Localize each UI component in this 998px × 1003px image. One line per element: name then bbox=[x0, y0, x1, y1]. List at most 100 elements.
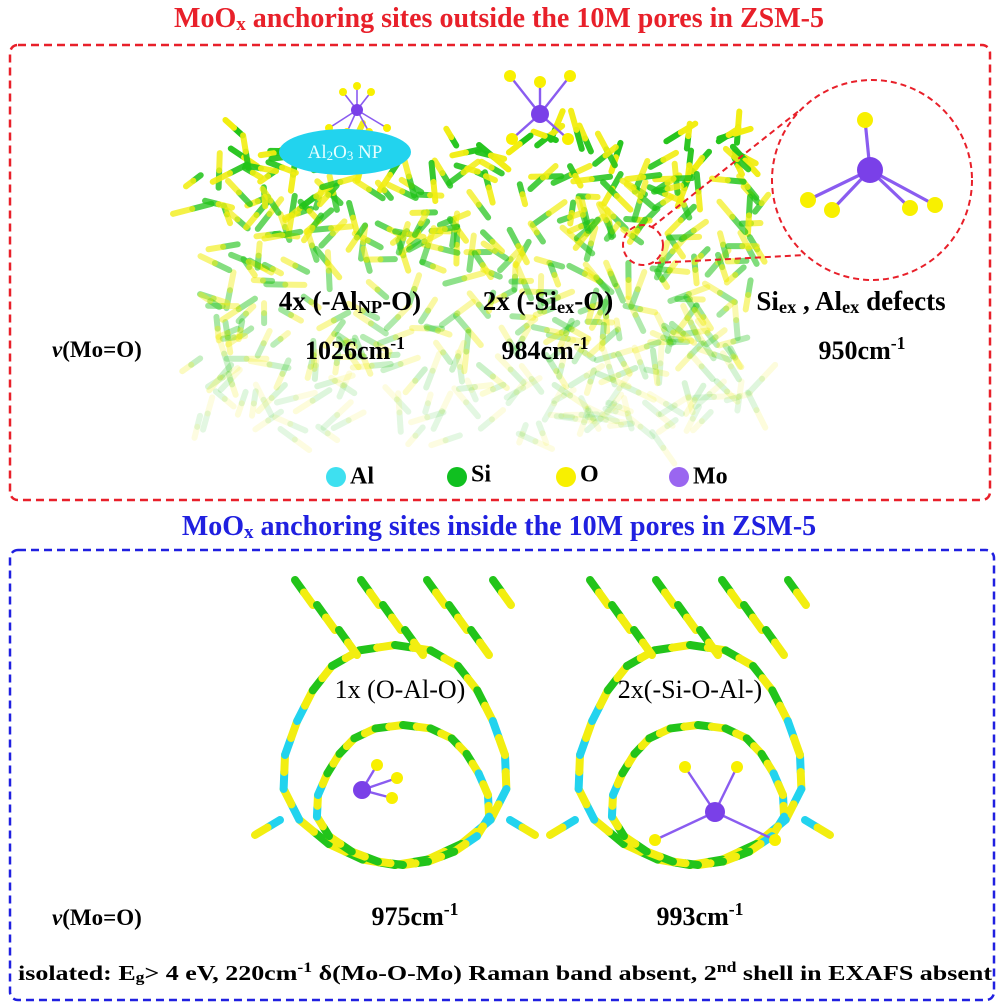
bond bbox=[534, 132, 545, 136]
text-run: 1026cm bbox=[305, 336, 391, 365]
bond bbox=[762, 195, 769, 203]
atom bbox=[383, 124, 391, 132]
bond bbox=[469, 192, 478, 205]
bond bbox=[797, 593, 806, 606]
bond bbox=[464, 352, 466, 372]
superscript: -1 bbox=[444, 899, 459, 919]
text-run: 4x (-Al bbox=[279, 286, 358, 316]
bond bbox=[617, 196, 631, 210]
text-run: 2x (-Si bbox=[483, 286, 558, 316]
figure: MoOx anchoring sites outside the 10M por… bbox=[0, 0, 998, 1003]
legend-label: Si bbox=[471, 462, 491, 488]
superscript: nd bbox=[717, 960, 737, 976]
atom bbox=[386, 792, 398, 804]
bond bbox=[369, 282, 378, 290]
bond bbox=[446, 129, 451, 137]
bond bbox=[472, 236, 474, 253]
bond bbox=[326, 618, 335, 631]
bond bbox=[295, 440, 309, 451]
bond bbox=[719, 342, 733, 346]
atom bbox=[824, 202, 840, 218]
bond bbox=[319, 320, 333, 328]
text-run: MoO bbox=[182, 511, 244, 542]
bond bbox=[668, 186, 682, 189]
text-run: , Al bbox=[796, 286, 842, 316]
text-run: 993cm bbox=[657, 902, 730, 931]
bond bbox=[610, 425, 621, 426]
bond bbox=[370, 593, 379, 606]
bond bbox=[522, 366, 532, 379]
atom bbox=[504, 70, 516, 82]
structures bbox=[173, 70, 943, 865]
bond bbox=[430, 195, 441, 196]
bond bbox=[660, 344, 661, 364]
atom bbox=[731, 761, 743, 773]
bond bbox=[689, 398, 693, 413]
bond bbox=[655, 367, 657, 383]
bond bbox=[775, 643, 784, 656]
bond bbox=[195, 427, 198, 438]
bond bbox=[665, 593, 674, 606]
subscript: g bbox=[136, 970, 145, 986]
bond bbox=[640, 309, 655, 312]
bond bbox=[458, 618, 467, 631]
bond bbox=[186, 181, 193, 187]
bond bbox=[716, 330, 725, 337]
bond bbox=[401, 358, 418, 364]
bond bbox=[182, 365, 191, 371]
bond bbox=[201, 256, 215, 263]
superscript: -1 bbox=[729, 899, 744, 919]
bond bbox=[547, 330, 560, 333]
bond bbox=[739, 382, 741, 396]
bond bbox=[208, 397, 213, 413]
bond bbox=[621, 618, 630, 631]
bond bbox=[252, 403, 254, 415]
bond bbox=[433, 354, 439, 371]
bond bbox=[328, 433, 337, 440]
frequency: 950cm-1 bbox=[819, 333, 906, 365]
bond bbox=[255, 421, 268, 430]
bond bbox=[264, 235, 282, 238]
text-run: O bbox=[333, 142, 347, 163]
text-run: δ(Mo-O-Mo) Raman band absent, 2 bbox=[312, 961, 717, 985]
text-run: anchoring sites inside the 10M pores in … bbox=[254, 511, 817, 542]
bond bbox=[570, 226, 581, 231]
bond bbox=[663, 448, 674, 464]
bond bbox=[328, 252, 329, 270]
site-label: 1x (O-Al-O) bbox=[335, 675, 466, 704]
text-run: 984cm bbox=[502, 336, 575, 365]
bond bbox=[687, 618, 696, 631]
bond bbox=[225, 120, 234, 128]
bond bbox=[587, 382, 590, 393]
atom bbox=[371, 759, 383, 771]
superscript: -1 bbox=[574, 333, 589, 353]
bond bbox=[464, 273, 483, 278]
bond bbox=[499, 738, 505, 755]
footer-note: isolated: Eg> 4 eV, 220cm-1 δ(Mo-O-Mo) R… bbox=[18, 960, 992, 986]
subscript: ex bbox=[779, 297, 797, 317]
bond bbox=[482, 162, 492, 168]
text-run: 1x (O-Al-O) bbox=[335, 675, 466, 704]
bond bbox=[757, 249, 764, 261]
bond bbox=[261, 153, 274, 155]
text-run: > 4 eV, 220cm bbox=[144, 961, 298, 985]
bond bbox=[458, 343, 464, 356]
text-run: 2x(-Si-O-Al-) bbox=[618, 675, 762, 704]
bond bbox=[757, 410, 766, 428]
bond bbox=[264, 331, 270, 343]
bond bbox=[778, 784, 783, 795]
panel-title: MoOx anchoring sites outside the 10M por… bbox=[174, 3, 824, 35]
legend-swatch bbox=[669, 467, 689, 487]
bond bbox=[733, 356, 741, 367]
legend-swatch bbox=[447, 467, 467, 487]
bond bbox=[232, 384, 236, 394]
bond bbox=[655, 179, 673, 180]
text-run: (Mo=O) bbox=[62, 905, 142, 930]
bond bbox=[483, 270, 491, 274]
bond bbox=[762, 365, 775, 379]
bond bbox=[663, 153, 676, 160]
bond bbox=[753, 618, 762, 631]
atom bbox=[562, 133, 574, 145]
bond bbox=[249, 267, 255, 275]
text-run: (Mo=O) bbox=[62, 337, 142, 362]
